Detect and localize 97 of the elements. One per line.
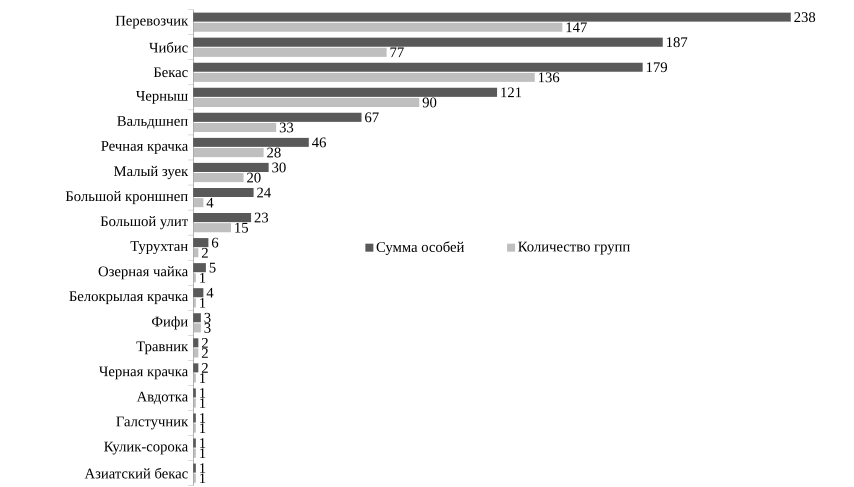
y-tick-label: Большой кроншнеп	[66, 190, 188, 204]
data-label: 3	[204, 312, 211, 323]
bar	[193, 313, 201, 322]
bar	[193, 424, 196, 433]
bar	[193, 213, 252, 222]
bar	[193, 263, 206, 272]
data-label: 1	[200, 298, 206, 308]
data-label: 24	[257, 188, 271, 198]
data-label: 136	[538, 72, 560, 82]
y-tick-label: Черныш	[136, 91, 188, 104]
y-tick-label: Озерная чайка	[98, 266, 188, 280]
data-label: 20	[247, 172, 261, 183]
data-label: 1	[200, 463, 206, 473]
data-label: 6	[212, 238, 218, 248]
bar	[193, 38, 663, 47]
y-tick-label: Бекас	[154, 67, 188, 78]
bar	[193, 223, 231, 232]
data-label: 4	[206, 288, 214, 298]
y-tick-label: Чибис	[149, 42, 188, 53]
y-tick-label: Большой улит	[100, 216, 188, 230]
data-label: 23	[254, 212, 268, 222]
data-label: 5	[210, 262, 216, 273]
data-label: 30	[272, 162, 286, 172]
data-label: 1	[200, 373, 206, 383]
y-tick-label: Черная крачка	[99, 366, 188, 380]
data-label: 2	[202, 248, 208, 258]
bar	[193, 12, 791, 22]
bar	[193, 162, 269, 172]
data-label: 15	[235, 222, 248, 233]
y-tick-label: Речная крачка	[101, 141, 188, 154]
bar	[193, 98, 420, 107]
bar	[193, 338, 198, 348]
data-label: 67	[365, 112, 379, 122]
y-tick-label: Малый зуек	[114, 166, 188, 180]
bar	[193, 448, 196, 458]
data-label: 187	[666, 37, 688, 48]
data-label: 1	[200, 448, 206, 458]
bar	[193, 323, 201, 332]
bar	[193, 348, 198, 358]
bar	[193, 62, 643, 72]
data-label: 121	[501, 87, 522, 98]
y-tick-label: Кулик-сорока	[104, 442, 188, 454]
data-label: 1	[200, 272, 206, 283]
data-label: 1	[200, 413, 206, 423]
data-label: 4	[206, 198, 214, 208]
data-label: 2	[202, 338, 208, 348]
bar	[193, 298, 196, 308]
data-label: 77	[390, 48, 404, 58]
data-label: 46	[312, 137, 326, 148]
y-tick-label: Турухтан	[130, 241, 188, 254]
bar	[193, 48, 387, 57]
y-tick-label: Авдотка	[136, 392, 188, 404]
bar	[193, 438, 196, 448]
y-tick-label: Фифи	[152, 316, 188, 330]
bar	[193, 388, 196, 398]
y-tick-label: Вальдшнеп	[117, 116, 188, 129]
bar	[193, 238, 208, 248]
data-label: 238	[794, 12, 816, 22]
bar	[193, 138, 309, 147]
data-label: 147	[566, 22, 587, 32]
bar	[193, 198, 204, 208]
data-label: 3	[204, 322, 211, 333]
legend-label: Сумма особей	[376, 241, 464, 255]
bar	[193, 22, 562, 32]
bar	[193, 188, 254, 198]
bar	[193, 122, 276, 132]
bar	[193, 474, 196, 483]
data-label: 1	[200, 473, 206, 484]
y-tick-label: Галстучник	[116, 416, 188, 430]
data-label: 2	[202, 348, 208, 358]
data-label: 33	[280, 122, 294, 132]
data-label: 1	[200, 423, 206, 433]
bar	[193, 148, 264, 158]
data-label: 28	[267, 148, 281, 158]
bar	[193, 398, 196, 408]
y-tick-label: Азиатский бекас	[84, 468, 188, 478]
y-tick-label: Травник	[136, 342, 188, 354]
data-label: 2	[202, 363, 208, 373]
bar	[193, 464, 196, 473]
bar	[193, 273, 196, 282]
y-tick-label: Перевозчик	[116, 16, 188, 29]
bar	[193, 88, 498, 97]
bar	[193, 413, 196, 423]
data-label: 179	[646, 62, 667, 72]
bar	[193, 173, 244, 182]
legend-label: Количество групп	[518, 242, 630, 255]
bar	[193, 363, 198, 372]
y-tick-label: Белокрылая крачка	[69, 291, 188, 304]
data-label: 1	[200, 388, 206, 398]
data-label: 1	[200, 398, 206, 408]
bar	[193, 248, 198, 258]
data-label: 1	[200, 438, 206, 448]
bar	[193, 112, 362, 122]
data-label: 90	[422, 97, 436, 108]
bar	[193, 288, 204, 298]
bar	[193, 373, 196, 383]
bar	[193, 72, 535, 82]
